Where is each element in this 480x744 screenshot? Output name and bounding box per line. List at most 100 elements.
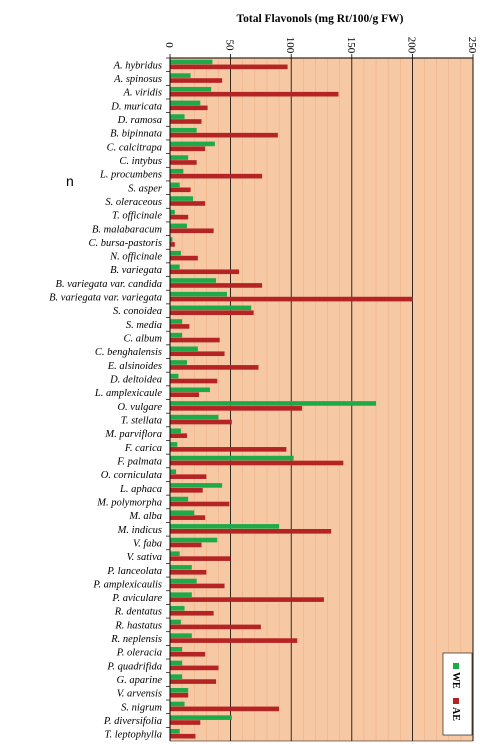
bar-we-25 xyxy=(170,387,210,393)
bar-we-29 xyxy=(170,442,178,447)
bar-ae-34 xyxy=(170,515,206,520)
category-label-30: F. palmata xyxy=(116,456,162,467)
category-label-40: P. aviculare xyxy=(111,593,162,604)
bar-we-49 xyxy=(170,715,232,720)
category-label-42: R. hastatus xyxy=(114,620,162,631)
bar-ae-49 xyxy=(170,720,201,725)
bar-we-43 xyxy=(170,633,192,638)
bar-we-50 xyxy=(170,728,180,734)
bar-ae-50 xyxy=(170,733,196,739)
category-label-17: B. variegata var. candida xyxy=(56,279,162,290)
bar-ae-14 xyxy=(170,242,175,247)
bar-we-28 xyxy=(170,428,181,434)
category-label-37: V. sativa xyxy=(127,552,162,563)
bar-we-11 xyxy=(170,196,194,201)
bar-ae-20 xyxy=(170,324,190,329)
bar-ae-30 xyxy=(170,460,344,466)
bar-we-34 xyxy=(170,510,195,516)
bar-we-8 xyxy=(170,155,189,160)
bar-we-9 xyxy=(170,168,184,174)
category-label-29: F. carica xyxy=(124,443,162,454)
bars xyxy=(170,59,413,739)
bar-we-44 xyxy=(170,647,183,652)
x-tick-label-100: 100 xyxy=(284,37,296,54)
category-label-23: E. alsinoides xyxy=(107,361,162,372)
bar-ae-13 xyxy=(170,228,214,234)
category-label-21: C. album xyxy=(123,334,162,345)
category-label-36: V. faba xyxy=(133,538,162,549)
category-label-22: C. benghalensis xyxy=(95,347,162,358)
bar-we-4 xyxy=(170,100,201,106)
category-label-19: S. conoidea xyxy=(113,306,162,317)
category-label-1: A. hybridus xyxy=(113,60,162,71)
bar-we-14 xyxy=(170,237,173,242)
bar-ae-6 xyxy=(170,132,278,138)
bar-ae-3 xyxy=(170,91,339,97)
bar-we-18 xyxy=(170,291,227,297)
bar-ae-7 xyxy=(170,146,206,152)
x-tick-label-50: 50 xyxy=(224,40,236,52)
bar-we-35 xyxy=(170,524,280,529)
category-label-46: G. aparine xyxy=(117,675,163,686)
bar-we-27 xyxy=(170,414,219,420)
tick-labels: 0 50 100 150 200 250 xyxy=(163,37,478,54)
bar-ae-4 xyxy=(170,105,208,111)
bar-ae-39 xyxy=(170,583,225,589)
category-label-13: B. malabaracum xyxy=(92,224,162,235)
legend-label-we: WE xyxy=(450,672,461,689)
bar-ae-1 xyxy=(170,64,288,70)
bar-ae-22 xyxy=(170,351,225,357)
bar-we-31 xyxy=(170,469,177,475)
bar-we-5 xyxy=(170,114,185,119)
bar-ae-23 xyxy=(170,365,259,370)
bar-ae-27 xyxy=(170,419,232,425)
bar-ae-31 xyxy=(170,474,207,479)
category-label-31: O. corniculata xyxy=(101,470,162,481)
category-label-11: S. oleraceous xyxy=(105,197,162,208)
legend-swatch-ae xyxy=(453,698,459,704)
bar-ae-40 xyxy=(170,597,324,602)
category-label-35: M. indicus xyxy=(117,525,162,536)
bar-we-1 xyxy=(170,59,213,65)
x-tick-label-0: 0 xyxy=(163,42,175,48)
category-label-9: L. procumbens xyxy=(99,170,162,181)
bar-ae-10 xyxy=(170,187,191,193)
category-label-25: L. amplexicaule xyxy=(94,388,162,399)
bar-we-47 xyxy=(170,687,189,693)
bar-ae-33 xyxy=(170,501,230,507)
category-label-50: T. leptophylla xyxy=(104,730,162,741)
bar-we-38 xyxy=(170,565,192,570)
bar-ae-46 xyxy=(170,679,217,684)
bar-we-20 xyxy=(170,319,183,324)
bar-ae-11 xyxy=(170,201,206,206)
category-label-41: R. dentatus xyxy=(114,607,162,618)
bar-we-19 xyxy=(170,305,252,311)
category-label-28: M. parviflora xyxy=(104,429,162,440)
bar-we-21 xyxy=(170,332,183,338)
bar-ae-15 xyxy=(170,255,198,261)
bar-we-2 xyxy=(170,73,191,78)
category-label-20: S. media xyxy=(126,320,162,331)
category-label-24: D. deltoidea xyxy=(109,375,162,386)
bar-we-23 xyxy=(170,360,187,365)
bar-we-22 xyxy=(170,346,198,352)
bar-ae-45 xyxy=(170,665,219,671)
bar-we-32 xyxy=(170,483,223,488)
bar-we-3 xyxy=(170,86,212,92)
category-label-38: P. lanceolata xyxy=(106,566,162,577)
bar-ae-41 xyxy=(170,610,214,616)
bar-ae-28 xyxy=(170,433,187,438)
category-label-15: N. officinale xyxy=(109,252,162,263)
bar-ae-12 xyxy=(170,214,189,220)
category-label-3: A. viridis xyxy=(123,88,163,99)
category-label-5: D. ramosa xyxy=(117,115,162,126)
bar-ae-19 xyxy=(170,310,254,316)
stray-character: n xyxy=(66,173,74,189)
category-label-6: B. bipinnata xyxy=(110,129,162,140)
bar-we-15 xyxy=(170,250,181,256)
bar-we-36 xyxy=(170,537,218,543)
bar-ae-8 xyxy=(170,160,197,165)
bar-we-12 xyxy=(170,209,175,215)
category-label-7: C. calcitrapa xyxy=(107,142,162,153)
